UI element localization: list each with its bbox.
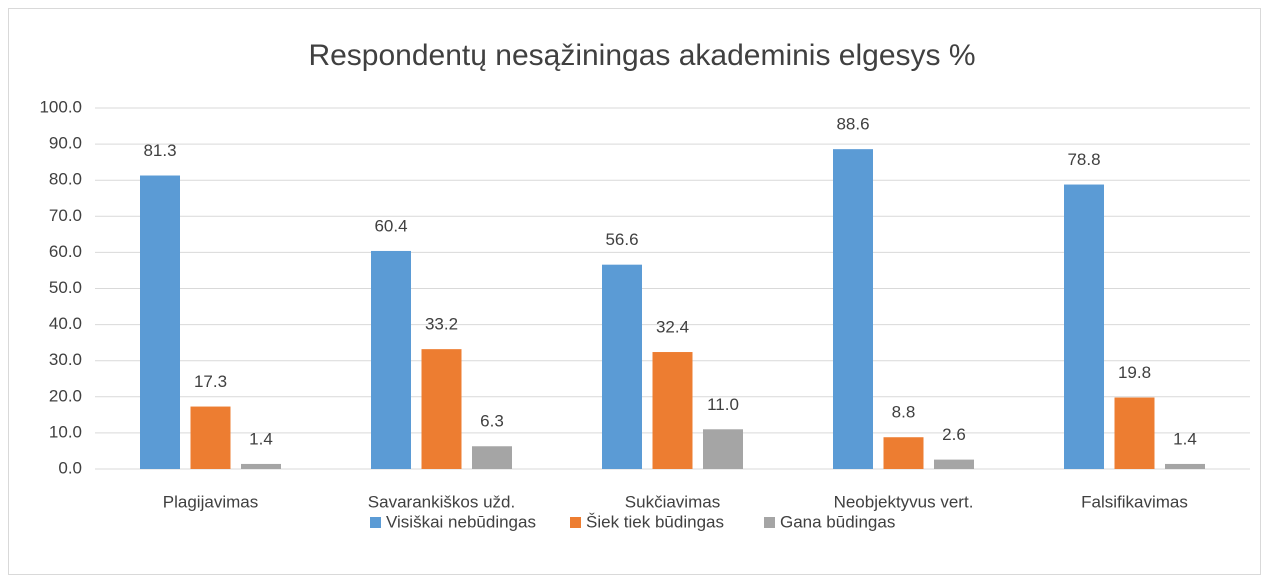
y-tick-label: 30.0: [49, 350, 82, 369]
data-label: 32.4: [656, 318, 689, 337]
bar: [934, 459, 974, 469]
bar: [241, 463, 281, 469]
data-label: 11.0: [707, 395, 739, 414]
data-label: 2.6: [942, 425, 966, 444]
legend-label: Gana būdingas: [780, 512, 895, 531]
bar: [421, 349, 462, 469]
bar: [1165, 463, 1205, 469]
data-label: 78.8: [1067, 150, 1100, 169]
bar: [703, 429, 743, 469]
data-label: 8.8: [892, 403, 916, 422]
data-label: 6.3: [480, 412, 504, 431]
y-tick-label: 70.0: [49, 206, 82, 225]
bar: [472, 446, 512, 469]
data-label: 56.6: [605, 230, 638, 249]
y-tick-label: 100.0: [39, 97, 82, 116]
data-label: 88.6: [836, 115, 869, 134]
legend-swatch: [764, 517, 775, 528]
data-label: 81.3: [143, 141, 176, 160]
y-tick-label: 10.0: [49, 422, 82, 441]
data-label: 19.8: [1118, 363, 1151, 382]
legend-swatch: [370, 517, 381, 528]
bar: [1064, 184, 1104, 470]
x-tick-label: Plagijavimas: [163, 492, 258, 511]
data-label: 1.4: [1173, 429, 1197, 448]
data-label: 17.3: [194, 372, 227, 391]
legend-swatch: [570, 517, 581, 528]
bar: [140, 175, 180, 469]
y-tick-label: 40.0: [49, 314, 82, 333]
x-tick-label: Savarankiškos užd.: [368, 492, 515, 511]
bar: [190, 406, 231, 469]
x-tick-label: Sukčiavimas: [625, 492, 720, 511]
y-tick-label: 90.0: [49, 134, 82, 153]
data-label: 60.4: [374, 216, 407, 235]
bar: [833, 149, 873, 470]
bar: [652, 352, 693, 469]
x-tick-label: Falsifikavimas: [1081, 492, 1188, 511]
data-label: 33.2: [425, 315, 458, 334]
y-tick-label: 60.0: [49, 242, 82, 261]
bar: [371, 250, 411, 469]
y-tick-label: 0.0: [58, 458, 82, 477]
y-tick-label: 20.0: [49, 386, 82, 405]
bar: [1114, 397, 1155, 469]
y-tick-label: 50.0: [49, 278, 82, 297]
bar: [602, 264, 642, 469]
bar: [883, 437, 924, 469]
chart-title: Respondentų nesąžiningas akademinis elge…: [308, 39, 975, 72]
legend-label: Šiek tiek būdingas: [586, 512, 724, 531]
y-tick-label: 80.0: [49, 170, 82, 189]
data-label: 1.4: [249, 429, 273, 448]
legend-label: Visiškai nebūdingas: [386, 512, 536, 531]
x-tick-label: Neobjektyvus vert.: [834, 492, 974, 511]
